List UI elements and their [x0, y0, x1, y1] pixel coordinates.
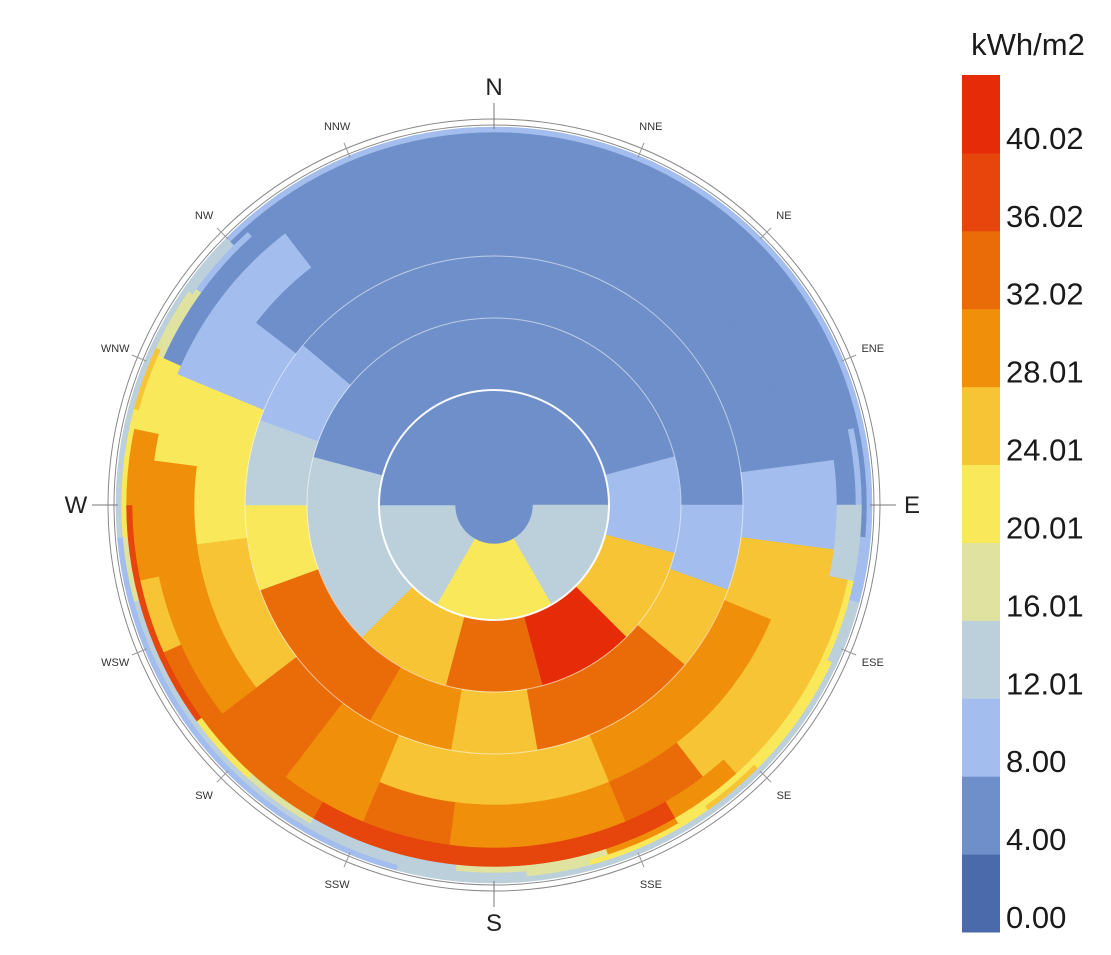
dome-cell-r9-s35 [395, 128, 462, 146]
compass-label-se: SE [777, 790, 792, 802]
dome-cell-r5-s18 [150, 459, 197, 551]
legend-tick-label: 16.01 [1006, 588, 1084, 623]
dome-cell-r3-s9 [450, 688, 538, 755]
legend-band [962, 620, 1000, 699]
legend-band [962, 230, 1000, 310]
legend-tick-label: 8.00 [1006, 744, 1066, 779]
legend-band [962, 308, 1000, 388]
legend-tick-label: 36.02 [1006, 199, 1084, 234]
ring-borders [244, 255, 744, 755]
compass-label-sw: SW [195, 790, 213, 802]
compass-label-nw: NW [195, 210, 214, 222]
legend-band [962, 75, 1000, 154]
legend-tick-label: 24.01 [1006, 433, 1084, 468]
compass-label-nnw: NNW [324, 121, 351, 133]
compass-tick [343, 852, 351, 868]
ring-separator [378, 389, 610, 621]
compass-label-w: W [65, 492, 88, 519]
compass-label-ssw: SSW [325, 879, 351, 891]
compass-tick [216, 227, 229, 240]
compass-label-s: S [486, 910, 502, 937]
compass-tick [637, 142, 645, 158]
dome-cell-r6-s0 [455, 142, 533, 165]
legend-band [962, 386, 1000, 466]
legend-tick-label: 12.01 [1006, 666, 1084, 701]
compass-label-ene: ENE [861, 343, 884, 355]
compass-label-wsw: WSW [101, 657, 130, 669]
compass-label-sse: SSE [640, 879, 662, 891]
compass-label-n: N [485, 74, 502, 101]
legend-tick-label: 4.00 [1006, 822, 1066, 857]
legend-band [962, 542, 1000, 621]
legend-band [962, 776, 1000, 855]
dome-cell-r5-s0 [448, 161, 540, 208]
dome-cell-r4-s18 [193, 465, 248, 545]
legend-tick-label: 0.00 [1006, 900, 1066, 935]
compass-label-ese: ESE [862, 657, 884, 669]
legend-tick-label: 20.01 [1006, 510, 1084, 545]
compass-label-nne: NNE [639, 121, 662, 133]
dome-cell-r6-s15 [455, 845, 533, 868]
legend-band [962, 698, 1000, 777]
legend-tick-label: 28.01 [1006, 355, 1084, 390]
legend-tick-label: 32.02 [1006, 277, 1084, 312]
legend-band [962, 464, 1000, 543]
compass-label-e: E [904, 492, 920, 519]
compass-tick [131, 648, 147, 656]
compass-tick [216, 770, 229, 783]
compass-tick [131, 354, 147, 362]
dome-cell-r5-s12 [448, 802, 540, 849]
color-legend: kWh/m2 0.00 4.00 8.00 12.01 16.01 20.01 24.01 2… [962, 27, 1085, 935]
compass-label-ne: NE [776, 210, 791, 222]
compass-tick [343, 142, 351, 158]
compass-tick [637, 852, 645, 868]
legend-bands [962, 75, 1000, 933]
dome-cells [115, 126, 873, 884]
compass-tick [759, 770, 772, 783]
ring-separator [306, 317, 682, 693]
dome-cell-r5-s6 [791, 459, 838, 551]
dome-cell-r0-s0 [454, 465, 534, 545]
legend-tick-label: 40.02 [1006, 121, 1084, 156]
dome-cell-r3-s0 [450, 255, 538, 322]
legend-ticks: 0.00 4.00 8.00 12.01 16.01 20.01 24.01 28.01 32.… [1006, 121, 1084, 935]
compass-tick [841, 354, 857, 362]
legend-title: kWh/m2 [971, 27, 1085, 62]
dome-cell-r4-s0 [454, 204, 534, 259]
dome-cell-r4-s12 [454, 751, 534, 806]
compass-tick [759, 227, 772, 240]
compass-tick [841, 648, 857, 656]
dome-cell-r4-s6 [740, 465, 795, 545]
compass-label-wnw: WNW [101, 343, 130, 355]
legend-band [962, 152, 1000, 232]
legend-band [962, 854, 1000, 933]
ring-separator [244, 255, 744, 755]
